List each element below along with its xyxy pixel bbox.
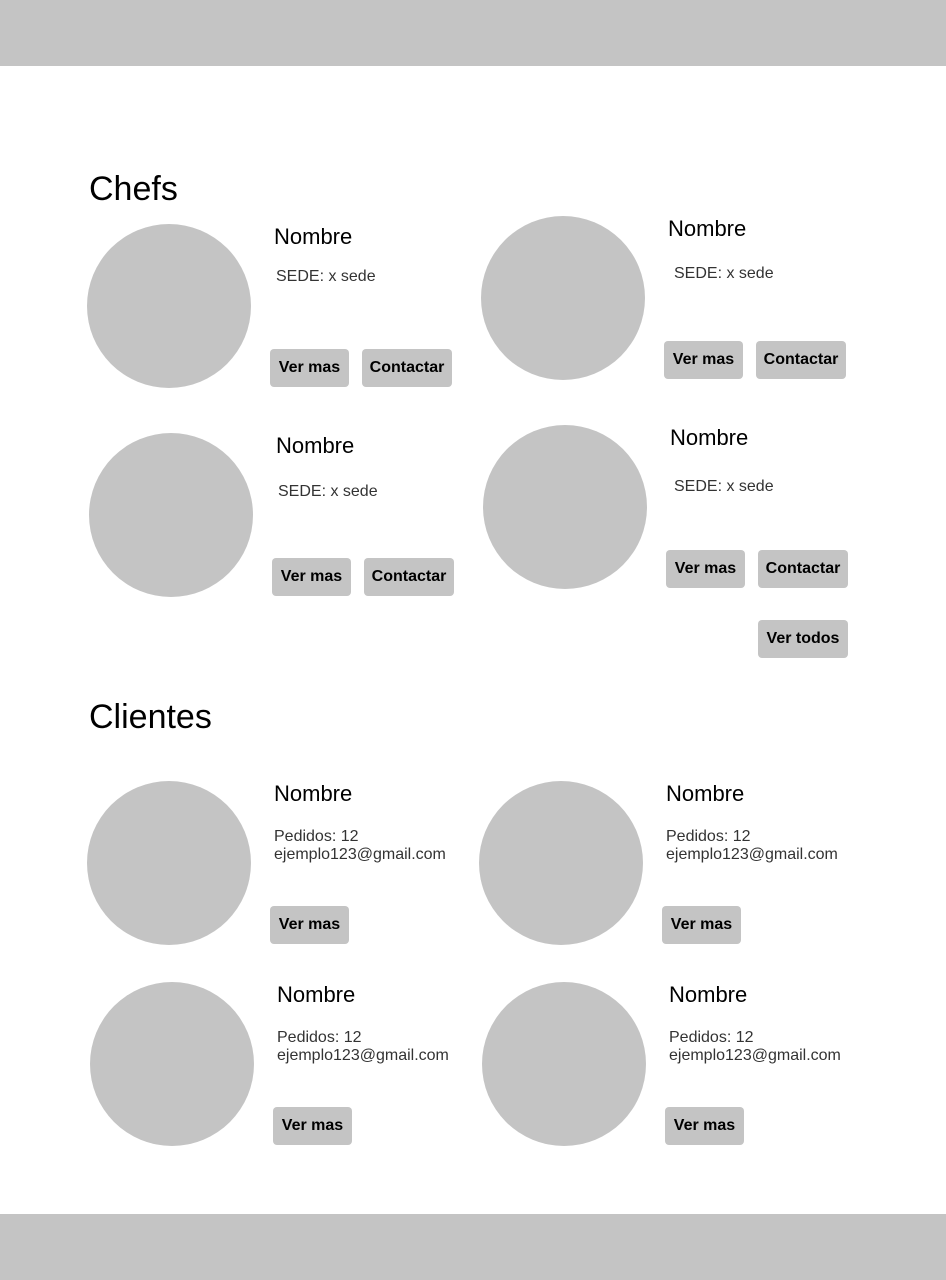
- chef-contact-button[interactable]: Contactar: [756, 341, 846, 379]
- chefs-section-title: Chefs: [89, 170, 178, 208]
- client-email: ejemplo123@gmail.com: [274, 846, 446, 863]
- client-orders: Pedidos: 12: [274, 828, 359, 845]
- chef-card: Nombre SEDE: x sede Ver mas Contactar: [481, 216, 861, 386]
- chef-contact-button[interactable]: Contactar: [364, 558, 454, 596]
- client-card: Nombre Pedidos: 12 ejemplo123@gmail.com …: [482, 982, 862, 1152]
- chef-card: Nombre SEDE: x sede Ver mas Contactar: [483, 425, 863, 595]
- client-orders: Pedidos: 12: [669, 1029, 754, 1046]
- client-name: Nombre: [274, 781, 353, 806]
- chef-card: Nombre SEDE: x sede Ver mas Contactar: [89, 433, 469, 603]
- chef-view-more-button[interactable]: Ver mas: [272, 558, 351, 596]
- chef-contact-button[interactable]: Contactar: [758, 550, 848, 588]
- client-view-more-button[interactable]: Ver mas: [662, 906, 741, 944]
- client-card: Nombre Pedidos: 12 ejemplo123@gmail.com …: [90, 982, 470, 1152]
- view-all-chefs-button[interactable]: Ver todos: [758, 620, 848, 658]
- clients-section-title: Clientes: [89, 698, 212, 736]
- client-orders: Pedidos: 12: [666, 828, 751, 845]
- client-details: Pedidos: 12 ejemplo123@gmail.com: [274, 828, 446, 864]
- client-card: Nombre Pedidos: 12 ejemplo123@gmail.com …: [87, 781, 467, 951]
- client-email: ejemplo123@gmail.com: [666, 846, 838, 863]
- chef-view-more-button[interactable]: Ver mas: [270, 349, 349, 387]
- chef-avatar: [87, 224, 251, 388]
- chef-sede: SEDE: x sede: [276, 268, 376, 285]
- client-details: Pedidos: 12 ejemplo123@gmail.com: [277, 1029, 449, 1065]
- chef-sede: SEDE: x sede: [674, 478, 774, 495]
- client-orders: Pedidos: 12: [277, 1029, 362, 1046]
- header-bar: [0, 0, 946, 66]
- chef-sede: SEDE: x sede: [674, 265, 774, 282]
- chef-sede: SEDE: x sede: [278, 483, 378, 500]
- chef-name: Nombre: [276, 433, 355, 458]
- client-view-more-button[interactable]: Ver mas: [270, 906, 349, 944]
- client-details: Pedidos: 12 ejemplo123@gmail.com: [666, 828, 838, 864]
- chef-name: Nombre: [670, 425, 749, 450]
- client-email: ejemplo123@gmail.com: [669, 1047, 841, 1064]
- client-view-more-button[interactable]: Ver mas: [665, 1107, 744, 1145]
- chef-card: Nombre SEDE: x sede Ver mas Contactar: [87, 224, 467, 394]
- chef-name: Nombre: [274, 224, 353, 249]
- chef-name: Nombre: [668, 216, 747, 241]
- client-details: Pedidos: 12 ejemplo123@gmail.com: [669, 1029, 841, 1065]
- chef-contact-button[interactable]: Contactar: [362, 349, 452, 387]
- client-name: Nombre: [277, 982, 356, 1007]
- footer-bar: [0, 1214, 946, 1280]
- client-card: Nombre Pedidos: 12 ejemplo123@gmail.com …: [479, 781, 859, 951]
- chef-avatar: [483, 425, 647, 589]
- client-avatar: [479, 781, 643, 945]
- chef-view-more-button[interactable]: Ver mas: [664, 341, 743, 379]
- chef-view-more-button[interactable]: Ver mas: [666, 550, 745, 588]
- client-email: ejemplo123@gmail.com: [277, 1047, 449, 1064]
- client-avatar: [482, 982, 646, 1146]
- client-name: Nombre: [666, 781, 745, 806]
- client-avatar: [87, 781, 251, 945]
- chef-avatar: [89, 433, 253, 597]
- client-avatar: [90, 982, 254, 1146]
- client-name: Nombre: [669, 982, 748, 1007]
- chef-avatar: [481, 216, 645, 380]
- client-view-more-button[interactable]: Ver mas: [273, 1107, 352, 1145]
